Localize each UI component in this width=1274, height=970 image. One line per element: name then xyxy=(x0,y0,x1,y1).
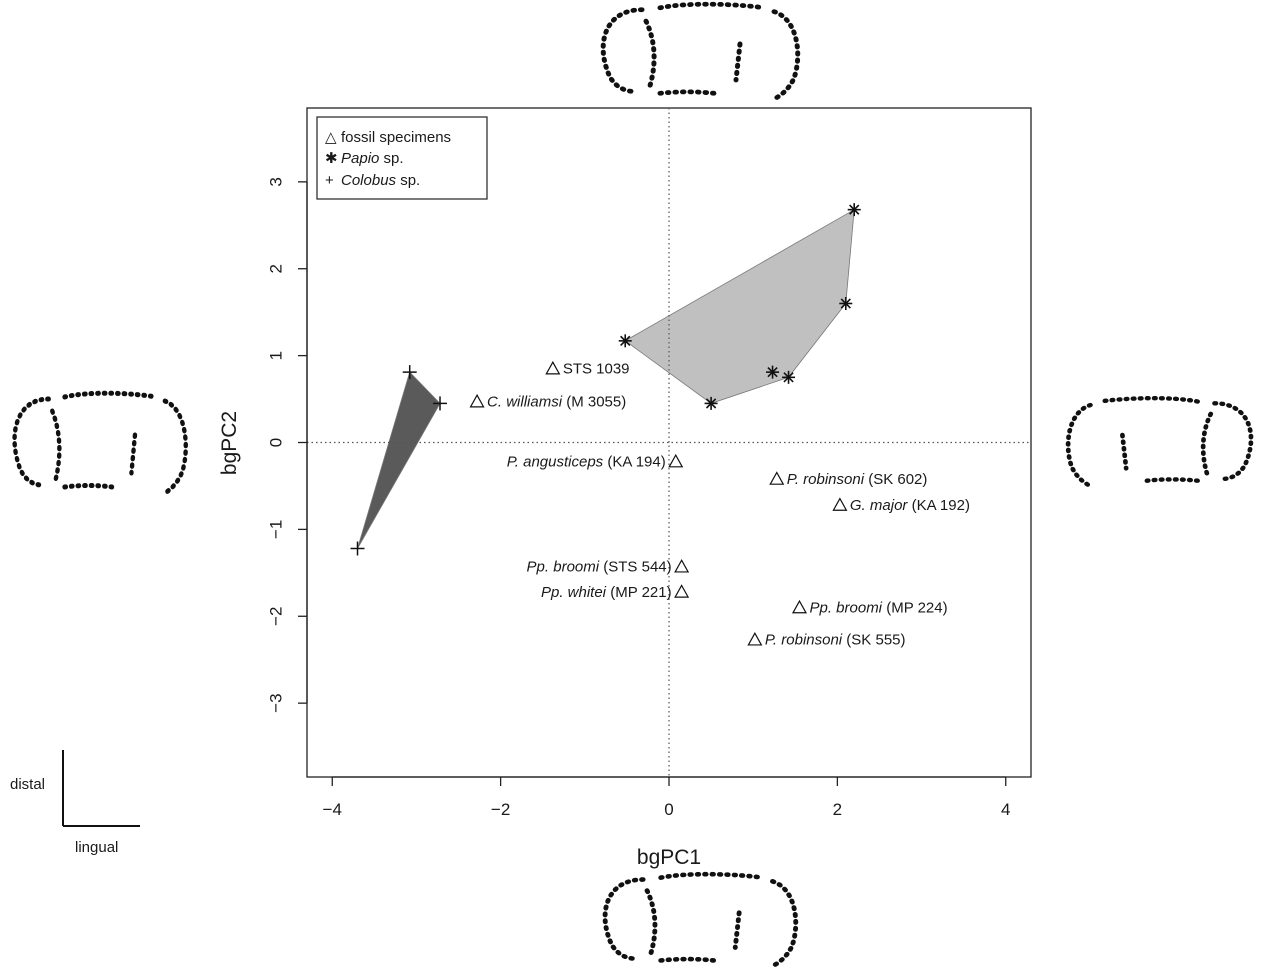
y-tick-label: 2 xyxy=(267,264,286,273)
x-tick-label: −2 xyxy=(491,800,510,819)
papio-point xyxy=(847,203,861,217)
legend-box xyxy=(316,116,488,200)
fossil-point xyxy=(674,584,690,598)
orientation-label-lingual: lingual xyxy=(75,839,118,856)
hull-papio xyxy=(624,208,855,404)
right-shape-outline xyxy=(1068,398,1251,486)
data-points xyxy=(350,203,861,646)
group-hulls xyxy=(357,208,855,549)
bottom-shape-outline xyxy=(605,874,796,966)
fossil-point xyxy=(545,360,561,375)
papio-point xyxy=(704,396,718,410)
specimen-label: C. williamsi (M 3055) xyxy=(487,394,626,411)
specimen-label: G. major (KA 192) xyxy=(850,497,970,514)
specimen-label: P. robinsoni (SK 555) xyxy=(765,632,906,649)
colobus-point xyxy=(433,396,448,411)
orientation-indicator: distal lingual xyxy=(10,750,140,856)
fossil-point xyxy=(832,497,848,511)
specimen-label: Pp. broomi (STS 544) xyxy=(527,559,672,576)
y-axis: −3 −2 −1 0 1 2 3 xyxy=(267,177,308,713)
fossil-point xyxy=(674,559,690,573)
top-shape-outline xyxy=(603,4,798,99)
legend: △ fossil specimens ✱ Papio sp. + Colobus… xyxy=(316,116,488,200)
y-tick-label: −2 xyxy=(267,607,286,626)
legend-symbol-papio: ✱ xyxy=(325,150,338,167)
x-axis-title: bgPC1 xyxy=(637,846,701,869)
asterisk-stroke xyxy=(767,366,778,378)
asterisk-stroke xyxy=(783,372,794,383)
y-tick-label: 1 xyxy=(267,351,286,360)
specimen-labels: STS 1039 C. williamsi (M 3055) P. angustic… xyxy=(487,361,970,649)
specimen-label: Pp. whitei (MP 221) xyxy=(541,584,672,601)
specimen-label: P. robinsoni (SK 602) xyxy=(787,471,928,488)
y-axis-title: bgPC2 xyxy=(218,411,241,475)
y-tick-label: 0 xyxy=(267,438,286,447)
hull-colobus xyxy=(357,371,441,549)
specimen-label: Pp. broomi (MP 224) xyxy=(809,600,947,617)
colobus-point xyxy=(350,541,365,556)
papio-point xyxy=(782,370,796,384)
fossil-point xyxy=(668,453,684,468)
legend-symbol-colobus: + xyxy=(325,172,334,189)
papio-point xyxy=(766,365,780,379)
colobus-point xyxy=(402,365,417,380)
x-axis: −4 −2 0 2 4 xyxy=(323,776,1010,819)
fossil-point xyxy=(469,393,485,408)
specimen-label: STS 1039 xyxy=(563,361,630,378)
fossil-point xyxy=(791,599,808,614)
asterisk-stroke xyxy=(849,204,860,215)
x-tick-label: 2 xyxy=(833,800,842,819)
legend-entry-papio: Papio sp. xyxy=(341,150,404,167)
x-tick-label: −4 xyxy=(323,800,342,819)
orientation-label-distal: distal xyxy=(10,776,45,793)
legend-entry-fossil: fossil specimens xyxy=(341,129,451,146)
papio-point xyxy=(839,296,853,310)
legend-symbol-fossil: △ xyxy=(325,129,337,146)
asterisk-stroke xyxy=(620,335,631,347)
asterisk-stroke xyxy=(840,298,851,309)
fossil-point xyxy=(747,631,763,646)
x-tick-label: 4 xyxy=(1001,800,1010,819)
fossil-point xyxy=(769,471,785,485)
y-tick-label: −1 xyxy=(267,520,286,539)
legend-entry-colobus: Colobus sp. xyxy=(341,172,420,189)
y-tick-label: −3 xyxy=(267,693,286,712)
reference-lines xyxy=(307,108,1031,777)
asterisk-stroke xyxy=(705,398,717,409)
papio-point xyxy=(618,334,632,348)
left-shape-outline xyxy=(15,393,186,493)
specimen-label: P. angusticeps (KA 194) xyxy=(507,454,666,471)
x-tick-label: 0 xyxy=(664,800,673,819)
y-tick-label: 3 xyxy=(267,177,286,186)
